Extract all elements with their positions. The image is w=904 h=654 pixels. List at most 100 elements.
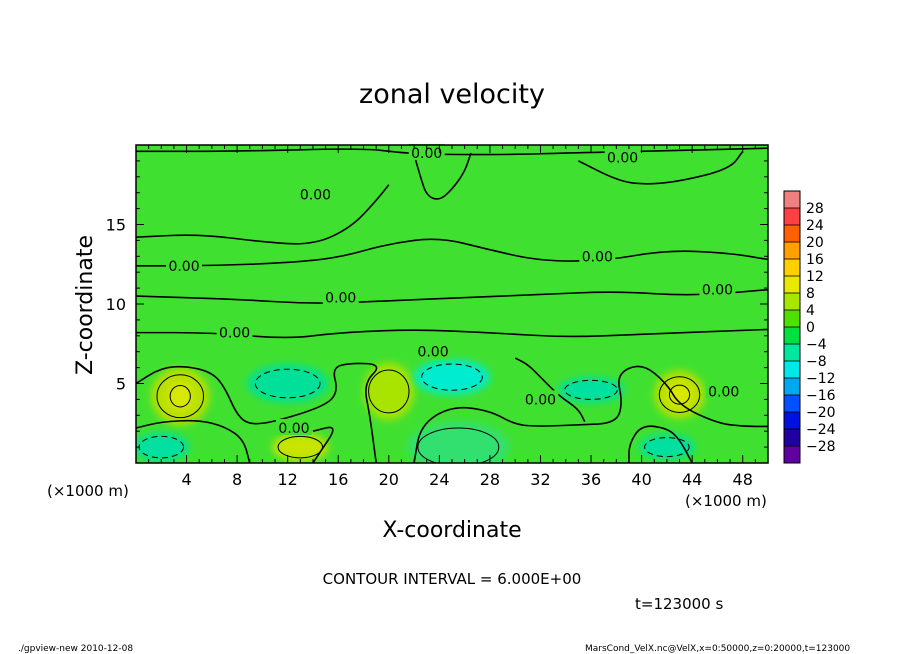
footer-left: ./gpview-new 2010-12-08	[18, 644, 133, 654]
contour-label-9: 0.00	[702, 283, 733, 299]
zero-contour-3	[136, 288, 768, 304]
zero-contour-12	[628, 425, 693, 463]
contour-label-4: 0.00	[168, 259, 199, 275]
x-unit-right: (×1000 m)	[685, 492, 767, 510]
colorbar-label: 20	[806, 235, 824, 251]
colorbar-label: −12	[806, 371, 836, 387]
colorbar-swatch-5	[784, 276, 800, 294]
x-tick-label: 4	[181, 470, 191, 489]
colorbar-swatch-15	[784, 446, 800, 464]
colorbar-swatch-2	[784, 225, 800, 243]
field-region-9	[136, 432, 190, 462]
x-tick-label: 20	[379, 470, 399, 489]
colorbar-swatch-7	[784, 310, 800, 328]
x-tick-labels: 4 8 12 16 20 24 28 32 36 40 44 48	[181, 470, 752, 489]
zero-contour-8	[413, 365, 768, 463]
colorbar-label: 0	[806, 320, 815, 336]
colorbar-swatch-13	[784, 412, 800, 430]
zero-contour-4	[136, 328, 768, 339]
colorbar-label: 28	[806, 201, 824, 217]
field-contour-3	[368, 369, 410, 414]
contour-label-3: 0.00	[582, 249, 613, 265]
colorbar-swatch-14	[784, 429, 800, 447]
contour-label-11: 0.00	[278, 421, 309, 437]
zero-contour-11	[312, 426, 334, 463]
chart-title: zonal velocity	[359, 79, 545, 110]
colorbar-swatch-1	[784, 208, 800, 226]
zero-contour-5	[413, 152, 472, 200]
field-region-2	[272, 432, 329, 462]
colorbar-label: 16	[806, 252, 824, 268]
colorbar-label: 24	[806, 218, 824, 234]
plot-area: 0.00 0.00 0.00 0.00 0.00 0.00 0.00 0.00 0.00 0.00…	[135, 143, 769, 464]
zero-contour-1	[136, 184, 390, 245]
contour-label-bg-11	[276, 419, 312, 436]
y-tick-label: 10	[106, 295, 126, 314]
contour-label-7: 0.00	[417, 345, 448, 361]
zero-contour-9	[136, 419, 251, 463]
colorbar-swatch-3	[784, 242, 800, 260]
y-tick-label: 5	[116, 375, 126, 394]
field-region-8	[558, 377, 624, 403]
contour-label-bg-8	[522, 390, 559, 407]
x-tick-label: 36	[581, 470, 601, 489]
colorbar-swatch-8	[784, 327, 800, 345]
y-axis-label: Z-coordinate	[73, 235, 98, 375]
colorbar-swatch-12	[784, 395, 800, 413]
contour-label-bg-4	[166, 256, 203, 273]
colorbar-swatch-10	[784, 361, 800, 379]
axis-ticks	[135, 144, 769, 464]
contour-label-8: 0.00	[525, 392, 556, 408]
contour-label-bg-9	[699, 280, 736, 297]
colorbar-label: 8	[806, 286, 815, 302]
colorbar-swatch-11	[784, 378, 800, 396]
contour-label-5: 0.00	[325, 291, 356, 307]
contour-label-bg-7	[415, 342, 452, 359]
colorbar-label: −20	[806, 405, 836, 421]
field-region-10	[639, 434, 695, 460]
x-unit-left: (×1000 m)	[47, 482, 129, 500]
field-region-5	[666, 381, 693, 408]
contour-label-bg-6	[216, 323, 253, 340]
contour-labels: 0.00 0.00 0.00 0.00 0.00 0.00 0.00 0.00 0.00 0.00…	[166, 143, 742, 437]
x-tick-label: 40	[631, 470, 651, 489]
field-region-7	[414, 359, 490, 395]
colorbar-swatch-0	[784, 191, 800, 209]
field-contour-8	[564, 379, 618, 400]
x-tick-label: 48	[733, 470, 753, 489]
field-contour-5	[668, 384, 691, 405]
field-contour-7	[421, 363, 483, 391]
x-tick-label: 44	[682, 470, 702, 489]
colorbar-label: 4	[806, 303, 815, 319]
field-contour-4	[658, 376, 701, 414]
contour-label-bg-10	[705, 382, 742, 399]
contour-label-bg-0	[408, 143, 445, 160]
x-tick-label: 28	[480, 470, 500, 489]
x-tick-label: 32	[530, 470, 550, 489]
contour-label-2: 0.00	[300, 187, 331, 203]
contour-interval-note: CONTOUR INTERVAL = 6.000E+00	[323, 570, 582, 588]
field-contour-6	[254, 368, 321, 399]
contour-label-0: 0.00	[411, 146, 442, 162]
y-tick-labels: 5 10 15	[106, 216, 126, 394]
contour-label-bg-5	[322, 288, 359, 305]
colorbar-label: −4	[806, 337, 827, 353]
field-contour-10	[644, 437, 690, 458]
contour-label-bg-2	[297, 185, 334, 202]
x-tick-label: 24	[429, 470, 449, 489]
colorbar-label: −16	[806, 388, 836, 404]
contour-label-1: 0.00	[607, 151, 638, 167]
colorbar-label: −24	[806, 422, 836, 438]
field-region-1	[167, 381, 193, 411]
x-tick-label: 8	[232, 470, 242, 489]
field-region-3	[363, 362, 415, 421]
footer-right: MarsCond_VelX.nc@VelX,x=0:50000,z=0:2000…	[585, 644, 850, 654]
x-axis-label: X-coordinate	[382, 518, 521, 543]
contour-label-bg-1	[604, 148, 641, 165]
x-tick-label: 12	[278, 470, 298, 489]
zero-contour-10	[514, 357, 586, 423]
field-region-6	[247, 364, 329, 403]
contour-label-10: 0.00	[708, 384, 739, 400]
